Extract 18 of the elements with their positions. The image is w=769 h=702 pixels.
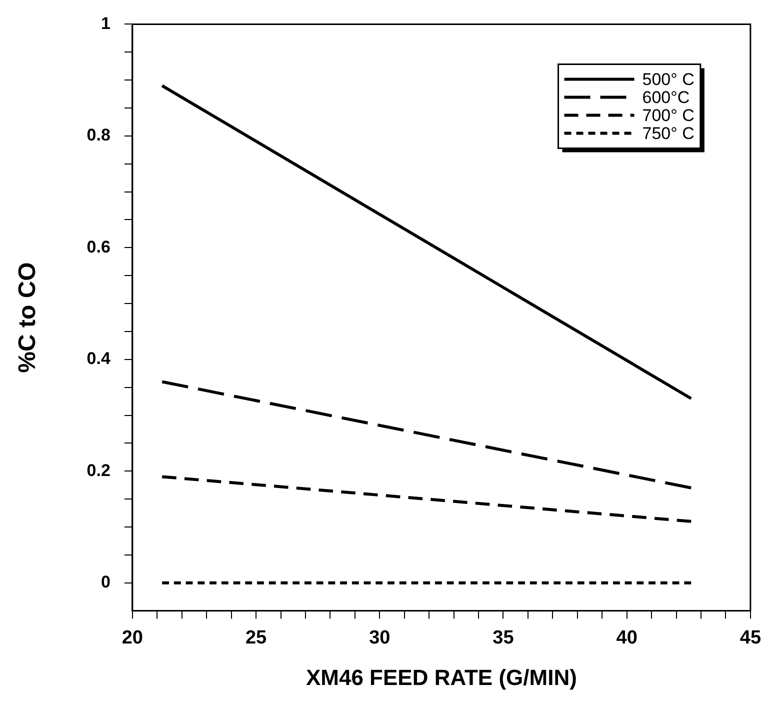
y-tick-label: 0.6 bbox=[86, 237, 110, 256]
legend-label: 700° C bbox=[642, 106, 694, 125]
y-tick-label: 0.2 bbox=[86, 460, 110, 480]
x-tick-label: 25 bbox=[245, 627, 268, 648]
legend-label: 500° C bbox=[642, 70, 694, 89]
legend-label: 600°C bbox=[642, 88, 690, 107]
x-tick-label: 35 bbox=[492, 627, 514, 648]
y-tick-label: 1 bbox=[100, 14, 110, 33]
y-axis-title: %C to CO bbox=[14, 262, 42, 373]
y-tick-label: 0 bbox=[100, 572, 110, 592]
legend-label: 750° C bbox=[642, 124, 694, 143]
x-tick-label: 45 bbox=[740, 627, 762, 648]
x-tick-label: 30 bbox=[369, 627, 390, 648]
y-tick-label: 0.4 bbox=[86, 349, 111, 368]
y-tick-label: 0.8 bbox=[86, 126, 110, 145]
x-tick-label: 20 bbox=[122, 627, 144, 648]
x-tick-label: 40 bbox=[616, 627, 638, 648]
x-axis-title: XM46 FEED RATE (G/MIN) bbox=[306, 664, 577, 690]
